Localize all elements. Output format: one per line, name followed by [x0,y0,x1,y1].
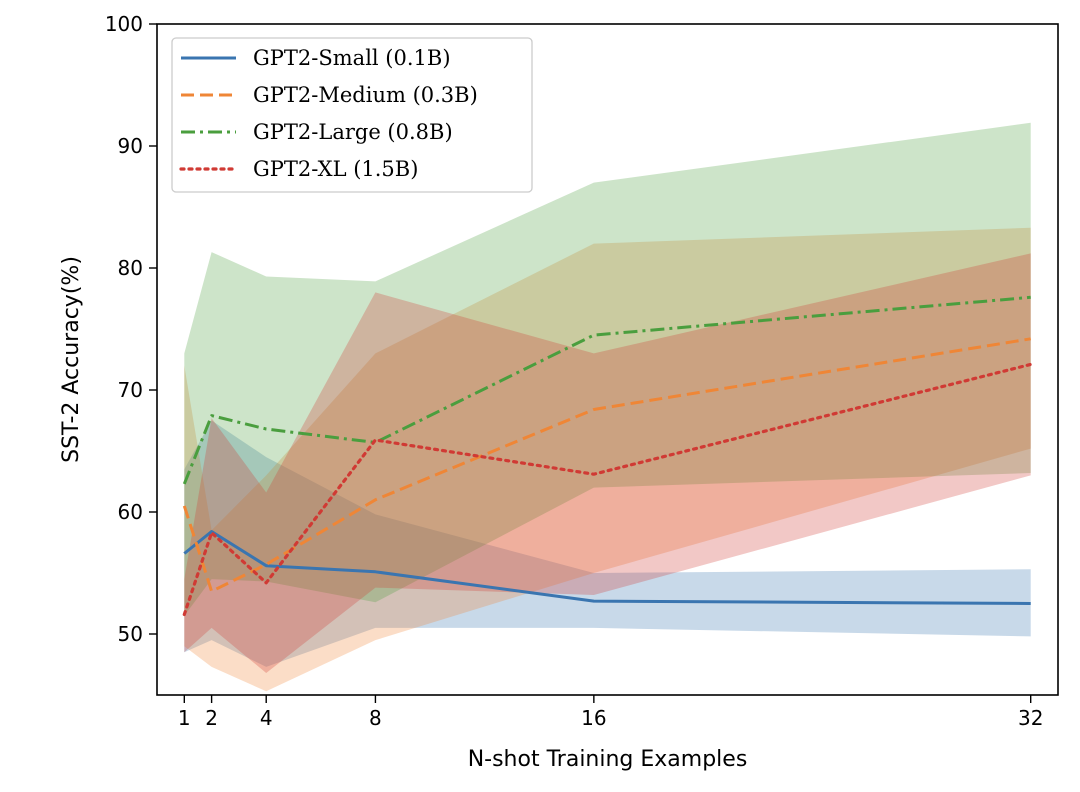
y-tick-label: 90 [118,134,143,158]
confidence-bands [184,122,1031,692]
line-series-3 [182,295,1031,485]
line-series-4 [182,362,1033,617]
x-axis-label: N-shot Training Examples [468,747,748,772]
y-tick-label: 70 [118,378,143,402]
y-tick-label: 100 [105,12,143,36]
x-tick-label: 2 [205,706,218,730]
legend: GPT2-Small (0.1B) GPT2-Medium (0.3B) GPT2-… [171,37,533,193]
x-tick-label: 16 [581,706,606,730]
legend-label-3: GPT2-Large (0.8B) [253,120,453,144]
plot-frame [156,23,1059,696]
x-tick-label: 4 [260,706,273,730]
legend-box [171,37,533,193]
x-tick-label: 8 [369,706,382,730]
y-axis-ticks: 50 60 70 80 90 100 [105,12,157,646]
band-series-4 [184,253,1031,673]
y-tick-label: 50 [118,622,143,646]
y-tick-label: 80 [118,256,143,280]
x-tick-label: 32 [1018,706,1043,730]
legend-label-4: GPT2-XL (1.5B) [253,157,418,181]
y-axis-label: SST-2 Accuracy(%) [59,256,84,463]
y-tick-label: 60 [118,500,143,524]
line-series-1 [183,530,1031,605]
band-series-3 [184,122,1031,616]
series-lines [182,295,1033,617]
x-tick-label: 1 [178,706,191,730]
x-axis-ticks: 1 2 4 8 16 32 [178,695,1043,730]
line-series-2 [182,337,1031,593]
legend-label-2: GPT2-Medium (0.3B) [253,83,478,107]
legend-label-1: GPT2-Small (0.1B) [253,46,451,70]
band-series-1 [184,420,1031,667]
